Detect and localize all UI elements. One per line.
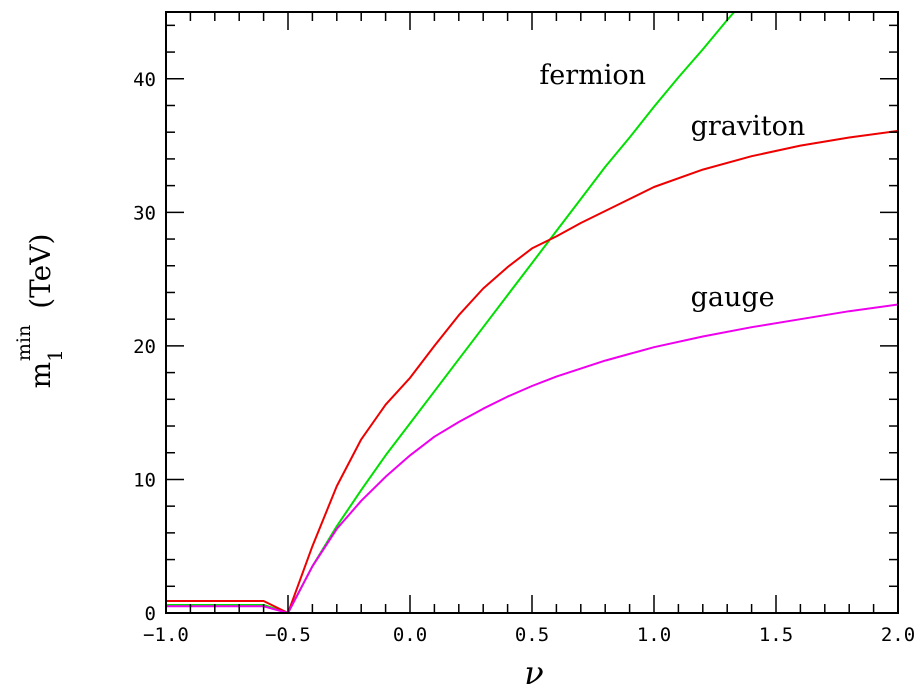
y-tick-label: 40 <box>133 69 156 91</box>
y-axis-title: m1 min (TeV) <box>13 234 67 389</box>
series-label-fermion: fermion <box>539 60 646 91</box>
svg-text:m1min(TeV): m1 min (TeV) <box>13 234 67 389</box>
y-axis-title-unit: (TeV) <box>24 234 57 309</box>
plot-frame <box>165 11 899 614</box>
x-tick-label: 2.0 <box>881 624 915 646</box>
y-tick-label: 10 <box>133 469 156 491</box>
x-tick-label: 1.5 <box>759 624 793 646</box>
y-tick-label: 20 <box>133 336 156 358</box>
series-line-fermion <box>166 12 736 613</box>
y-axis-title-subscript: 1 <box>43 349 67 362</box>
x-tick-label: −1.0 <box>143 624 189 646</box>
curves-group <box>166 12 898 613</box>
x-tick-label: −0.5 <box>265 624 311 646</box>
annotations-group: fermion graviton gauge <box>539 60 805 313</box>
x-tick-label: 0.5 <box>515 624 549 646</box>
series-line-gauge <box>166 303 898 613</box>
y-tick-label: 30 <box>133 202 156 224</box>
x-tick-label: 1.0 <box>637 624 671 646</box>
series-line-graviton <box>166 129 898 613</box>
x-axis-title: ν <box>524 654 543 691</box>
y-tick-label: 0 <box>145 603 156 625</box>
series-label-gauge: gauge <box>691 282 775 313</box>
y-axis-title-superscript: min <box>13 325 35 361</box>
x-tick-label: 0.0 <box>393 624 427 646</box>
series-label-graviton: graviton <box>691 111 806 142</box>
tick-labels-group: −1.0 −0.5 0.0 0.5 1.0 1.5 2.0 0 10 20 30 40 <box>133 69 915 646</box>
y-axis-title-main: m <box>24 362 57 389</box>
ticks-group <box>165 12 899 614</box>
